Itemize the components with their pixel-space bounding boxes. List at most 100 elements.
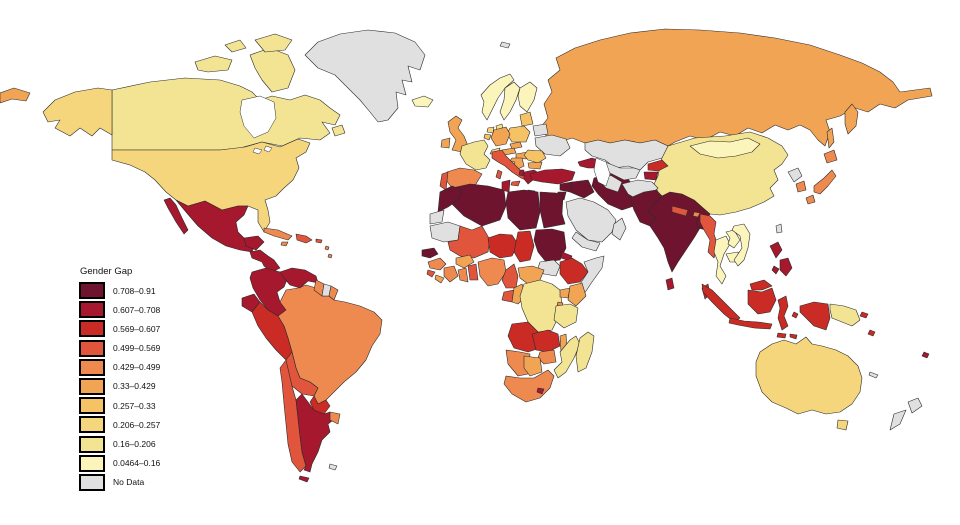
region-papua-new-guinea <box>829 303 861 327</box>
region-new-zealand <box>907 397 923 414</box>
region-hispaniola <box>295 233 313 244</box>
region-poland <box>506 125 531 143</box>
legend-label: 0.708–0.91 <box>113 285 156 296</box>
region-myanmar <box>699 213 719 259</box>
region-kenya <box>567 282 587 307</box>
region-tajikistan <box>643 171 659 181</box>
region-iceland <box>411 95 434 108</box>
region-zambia <box>531 329 561 353</box>
region-mongolia <box>689 137 761 159</box>
region-north-korea <box>787 167 803 183</box>
region-ghana <box>457 267 469 283</box>
region-ireland <box>440 137 451 149</box>
region-sierra-leone <box>426 269 436 278</box>
region-philippines <box>779 257 793 277</box>
region-nigeria <box>477 257 507 287</box>
region-fiji <box>921 351 930 359</box>
region-greenland <box>304 29 426 123</box>
region-egypt <box>539 191 566 229</box>
region-norway <box>480 73 515 121</box>
region-drc <box>519 279 563 333</box>
region-bhutan <box>692 211 701 218</box>
region-canada <box>249 47 296 93</box>
region-russia <box>539 28 933 147</box>
legend-label: 0.206–0.257 <box>113 419 161 430</box>
region-taiwan <box>775 223 783 234</box>
legend-item: 0.429–0.499 <box>79 358 161 376</box>
legend-swatch <box>79 282 105 299</box>
legend-swatch <box>79 397 105 415</box>
region-melanesia-islands <box>859 311 869 319</box>
region-cuba <box>263 227 293 241</box>
region-philippines <box>769 241 783 259</box>
region-russia <box>826 127 835 149</box>
region-oman <box>611 217 627 241</box>
region-bulgaria <box>527 161 543 170</box>
region-usa <box>42 87 113 137</box>
legend-item: 0.33–0.429 <box>79 377 160 395</box>
legend-swatch <box>79 473 105 491</box>
region-czechia <box>509 141 523 150</box>
legend-swatch <box>79 377 105 395</box>
legend-item: 0.0464–0.16 <box>79 454 161 472</box>
region-mexico <box>163 197 189 235</box>
region-guinea <box>427 257 447 271</box>
region-japan <box>805 194 816 205</box>
region-paraguay <box>309 395 331 415</box>
legend-label: 0.257–0.33 <box>113 400 156 411</box>
region-australia <box>755 336 863 415</box>
region-ivory-coast <box>443 265 459 283</box>
region-baltics <box>519 111 534 127</box>
legend-swatch <box>79 435 105 453</box>
region-sri-lanka <box>665 277 675 291</box>
region-togo-benin <box>467 263 479 281</box>
region-mexico <box>175 199 257 253</box>
region-zimbabwe <box>537 349 557 365</box>
region-falklands <box>328 463 338 471</box>
region-germany <box>490 126 511 147</box>
region-south-korea <box>795 180 807 193</box>
region-libya <box>505 189 541 231</box>
region-belarus <box>532 123 549 137</box>
legend-label: 0.569–0.607 <box>113 323 161 334</box>
region-melanesia-islands <box>867 329 876 337</box>
region-netherlands <box>486 126 495 134</box>
region-japan <box>813 169 837 195</box>
region-canada <box>111 77 341 151</box>
region-indonesia <box>777 295 789 331</box>
region-argentina <box>298 475 310 483</box>
region-sudan <box>533 228 567 263</box>
legend-label: 0.0464–0.16 <box>113 458 161 469</box>
region-madagascar <box>575 331 595 373</box>
region-puerto-rico <box>315 238 323 244</box>
region-kazakhstan <box>584 139 669 171</box>
legend-label: 0.607–0.708 <box>113 304 161 315</box>
region-nepal <box>671 205 689 217</box>
region-indonesia <box>789 333 798 340</box>
region-french-guiana <box>328 285 339 301</box>
region-yemen <box>571 231 601 252</box>
region-canada <box>331 124 346 137</box>
legend-label: 0.429–0.499 <box>113 362 161 373</box>
legend-title: Gender Gap <box>80 266 133 277</box>
region-venezuela <box>279 267 319 289</box>
region-jamaica <box>280 241 289 247</box>
region-tasmania <box>836 419 849 431</box>
region-finland <box>517 81 538 113</box>
legend-label: 0.499–0.569 <box>113 343 161 354</box>
region-indonesia <box>728 317 773 330</box>
region-tanzania <box>553 303 579 329</box>
great-lakes <box>263 145 273 153</box>
region-france <box>459 139 491 171</box>
region-romania <box>523 149 547 164</box>
region-sicily <box>510 180 521 187</box>
region-somalia <box>579 255 605 295</box>
region-saudi-arabia <box>565 197 617 243</box>
region-sweden <box>499 81 521 121</box>
region-usa <box>111 138 311 233</box>
region-chad <box>513 230 535 263</box>
region-sardinia <box>495 169 503 180</box>
region-philippines <box>771 265 780 275</box>
region-lesser-antilles <box>327 253 333 259</box>
